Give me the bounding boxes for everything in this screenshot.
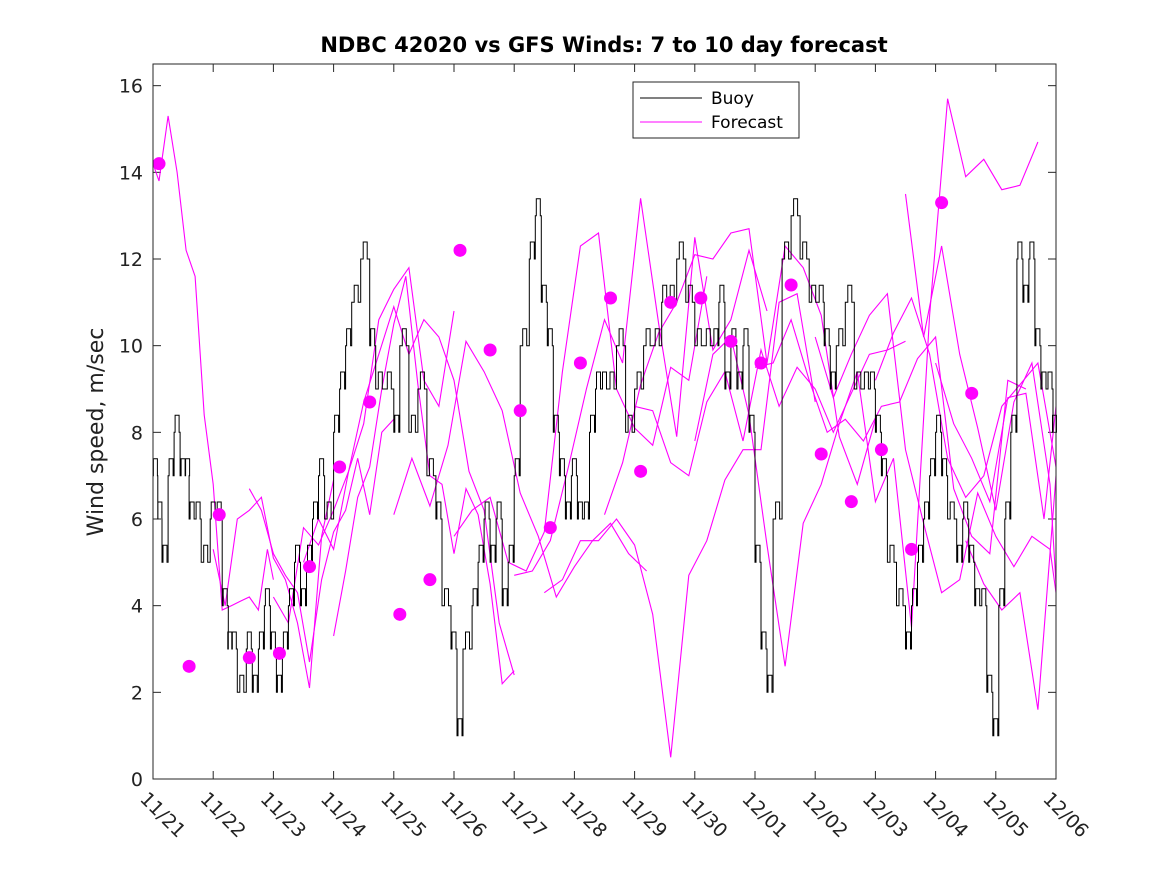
forecast-series-line xyxy=(904,193,1057,585)
forecast-marker xyxy=(333,460,347,474)
forecast-marker xyxy=(543,521,557,535)
forecast-marker xyxy=(935,196,949,210)
forecast-marker xyxy=(303,560,317,574)
forecast-marker xyxy=(393,607,407,621)
forecast-series-line xyxy=(543,292,816,758)
forecast-marker xyxy=(664,295,678,309)
legend: Buoy Forecast xyxy=(632,81,800,139)
y-tick-label: 16 xyxy=(119,76,143,98)
forecast-series-line xyxy=(754,318,1027,555)
legend-forecast-label: Forecast xyxy=(711,113,783,133)
forecast-marker xyxy=(604,291,618,305)
forecast-marker xyxy=(182,659,196,673)
legend-box xyxy=(632,81,800,139)
forecast-marker xyxy=(212,508,226,522)
forecast-series-line xyxy=(935,362,1057,520)
y-tick-label: 2 xyxy=(131,682,143,704)
y-tick-label: 14 xyxy=(119,162,143,184)
forecast-marker xyxy=(242,651,256,665)
y-tick-label: 10 xyxy=(119,336,143,358)
plot-frame xyxy=(152,63,1057,780)
forecast-marker xyxy=(152,157,166,171)
forecast-marker xyxy=(634,464,648,478)
forecast-marker xyxy=(844,495,858,509)
y-tick-label: 4 xyxy=(131,596,143,618)
forecast-marker xyxy=(965,386,979,400)
forecast-series-line xyxy=(874,296,1057,499)
forecast-marker xyxy=(784,278,798,292)
forecast-marker xyxy=(272,646,286,660)
forecast-series-line xyxy=(152,115,274,612)
forecast-marker xyxy=(905,542,919,556)
y-axis-label: Wind speed, m/sec xyxy=(84,328,109,537)
forecast-marker xyxy=(754,356,768,370)
forecast-marker xyxy=(724,334,738,348)
legend-buoy-label: Buoy xyxy=(711,89,754,109)
buoy-line xyxy=(152,198,1057,737)
forecast-marker xyxy=(453,243,467,257)
forecast-series-line xyxy=(965,475,1057,710)
forecast-marker xyxy=(483,343,497,357)
forecast-marker xyxy=(363,395,377,409)
forecast-series-line xyxy=(814,292,1057,594)
forecast-marker xyxy=(573,356,587,370)
forecast-marker xyxy=(694,291,708,305)
y-tick-label: 0 xyxy=(131,769,143,791)
forecast-marker xyxy=(513,404,527,418)
y-tick-label: 6 xyxy=(131,509,143,531)
y-tick-label: 12 xyxy=(119,249,143,271)
forecast-marker xyxy=(814,447,828,461)
forecast-series-line xyxy=(694,98,1039,667)
y-tick-label: 8 xyxy=(131,422,143,444)
forecast-marker xyxy=(423,573,437,587)
forecast-series-line xyxy=(248,418,395,663)
chart-title: NDBC 42020 vs GFS Winds: 7 to 10 day for… xyxy=(320,33,887,57)
forecast-marker xyxy=(874,443,888,457)
